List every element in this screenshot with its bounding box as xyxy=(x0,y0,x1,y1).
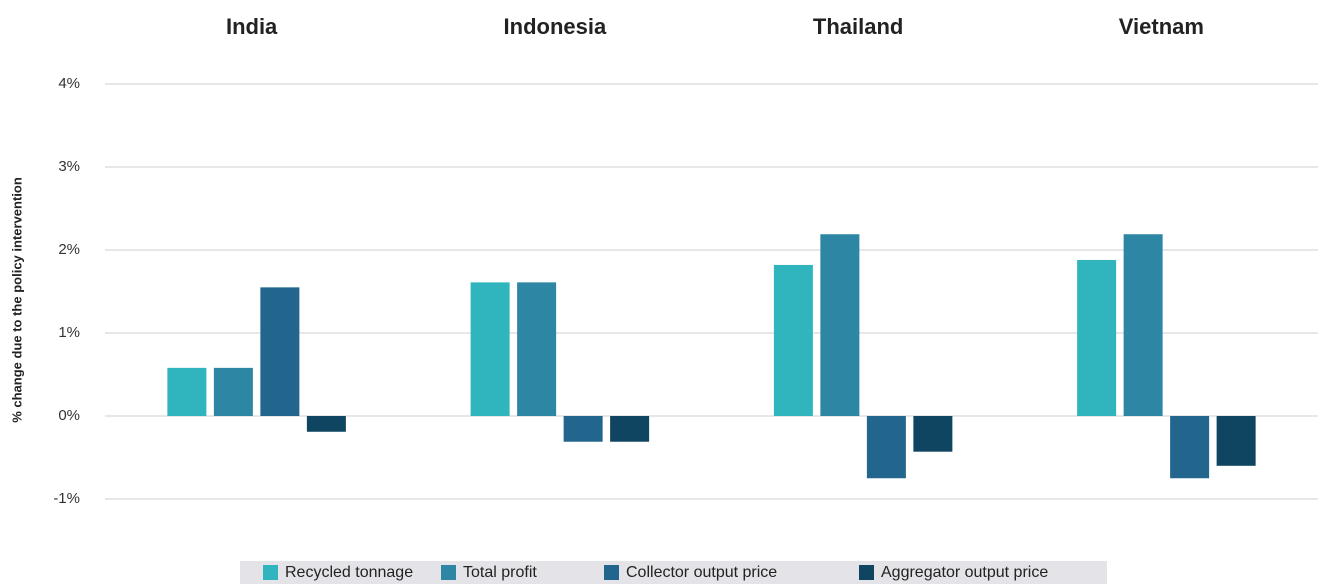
bar xyxy=(306,416,346,432)
y-tick-label: -1% xyxy=(53,490,80,507)
bar xyxy=(773,264,813,416)
bar xyxy=(866,416,906,479)
bar xyxy=(260,287,300,416)
legend-label: Total profit xyxy=(463,564,537,581)
legend-background xyxy=(240,561,1107,584)
legend-label: Collector output price xyxy=(626,564,777,581)
bar xyxy=(1077,259,1117,416)
bar xyxy=(1216,416,1256,466)
y-axis-label: % change due to the policy intervention xyxy=(9,177,24,423)
y-tick-label: 1% xyxy=(58,324,80,341)
group-label: Indonesia xyxy=(504,14,607,39)
group-label: Vietnam xyxy=(1119,14,1204,39)
y-tick-label: 3% xyxy=(58,158,80,175)
legend-label: Recycled tonnage xyxy=(285,564,413,581)
bar xyxy=(610,416,650,442)
legend-label: Aggregator output price xyxy=(881,564,1048,581)
legend-swatch xyxy=(859,565,874,580)
bar xyxy=(563,416,603,442)
legend-swatch xyxy=(604,565,619,580)
y-tick-label: 0% xyxy=(58,407,80,424)
bar xyxy=(470,282,510,416)
group-label: Thailand xyxy=(813,14,903,39)
y-tick-label: 4% xyxy=(58,75,80,92)
bar xyxy=(913,416,953,452)
y-tick-label: 2% xyxy=(58,241,80,258)
legend-swatch xyxy=(263,565,278,580)
legend-swatch xyxy=(441,565,456,580)
bar xyxy=(820,234,860,416)
bar xyxy=(517,282,557,416)
bar xyxy=(167,367,207,416)
bar xyxy=(1170,416,1210,479)
group-label: India xyxy=(226,14,278,39)
bar xyxy=(213,367,253,416)
bar xyxy=(1123,234,1163,416)
